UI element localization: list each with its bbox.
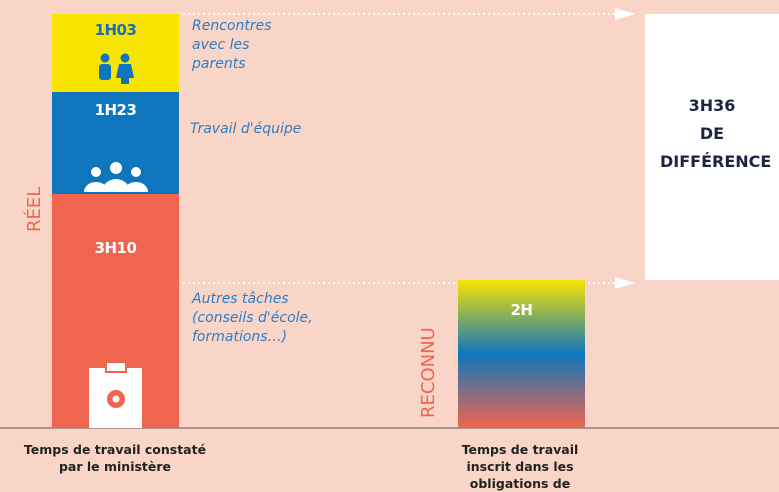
annotation: Rencontres avec les parents bbox=[192, 17, 272, 72]
category-label: Temps de travail constaté par le ministè… bbox=[23, 442, 207, 474]
value-label: 1H23 bbox=[94, 100, 137, 119]
parents-icon bbox=[99, 53, 134, 84]
difference-value: 3H36 bbox=[688, 95, 736, 115]
difference-text: DE DIFFÉRENCE bbox=[660, 123, 772, 171]
difference-box bbox=[645, 13, 779, 281]
arrow-head bbox=[615, 277, 635, 289]
bar-segment bbox=[52, 91, 179, 194]
clipboard-icon bbox=[89, 361, 142, 428]
annotation: Autres tâches (conseils d'école, formati… bbox=[192, 290, 313, 345]
value-label: 1H03 bbox=[94, 20, 137, 39]
bar-segment bbox=[458, 280, 585, 428]
category-label: Temps de travail inscrit dans les obliga… bbox=[461, 442, 579, 491]
bar-segment bbox=[52, 13, 179, 92]
value-label: 3H10 bbox=[94, 238, 137, 257]
arrow-head bbox=[615, 8, 635, 20]
annotation: Travail d'équipe bbox=[190, 120, 302, 137]
value-label: 2H bbox=[510, 301, 534, 320]
team-icon bbox=[84, 162, 148, 192]
